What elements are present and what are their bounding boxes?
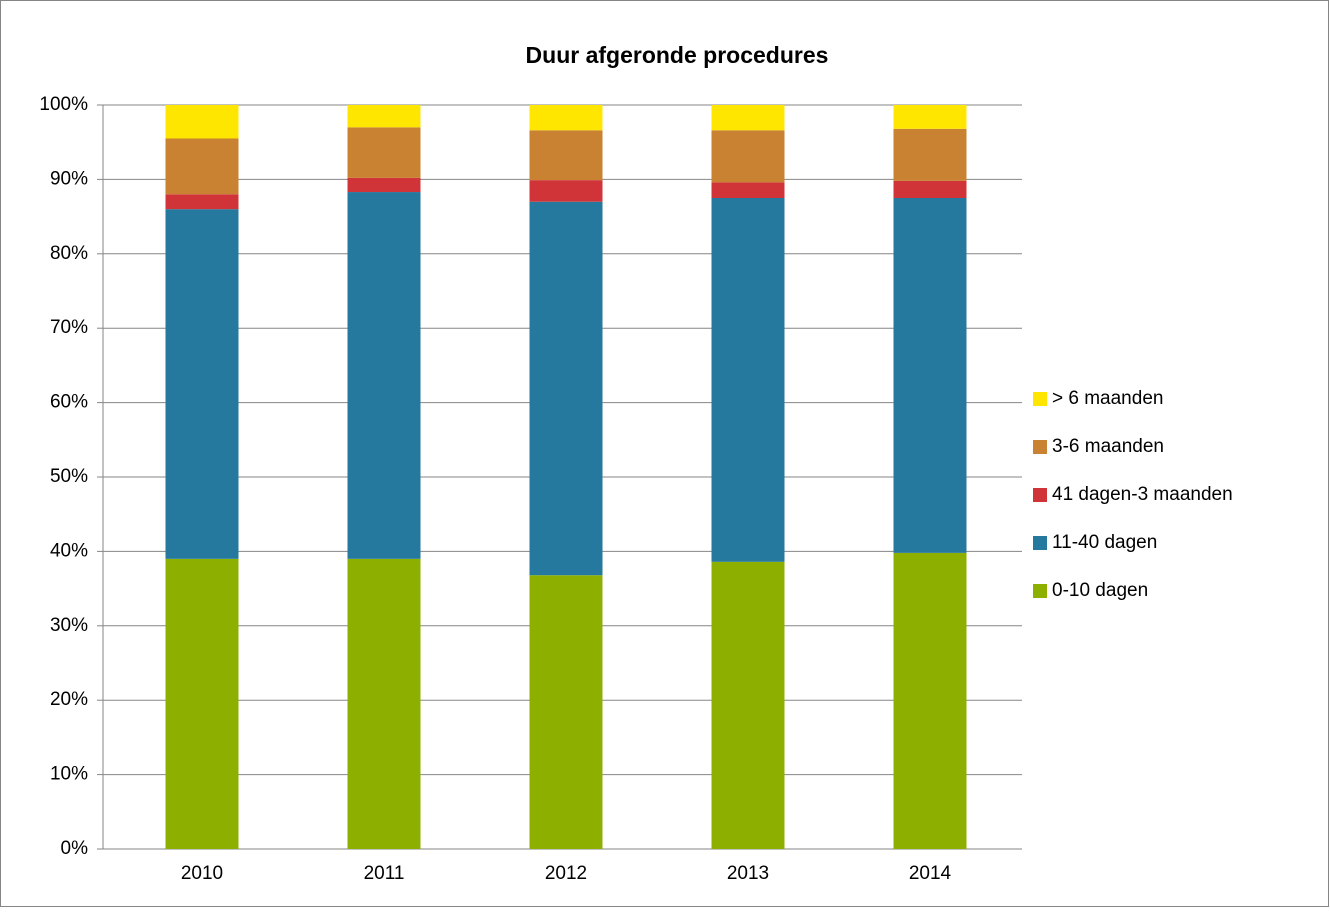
legend-swatch: [1033, 440, 1047, 454]
bar-segment: [347, 558, 421, 849]
bar-segment: [893, 198, 967, 553]
bar-segment: [711, 182, 785, 198]
x-tick-label: 2012: [545, 863, 587, 884]
bar-segment: [165, 209, 239, 559]
y-tick-label: 80%: [50, 243, 88, 264]
legend-swatch: [1033, 392, 1047, 406]
y-tick-label: 20%: [50, 689, 88, 710]
bar-segment: [529, 575, 603, 849]
y-tick-label: 40%: [50, 540, 88, 561]
bar-segment: [347, 192, 421, 559]
y-tick-label: 30%: [50, 615, 88, 636]
bar-segment: [165, 558, 239, 849]
y-tick-label: 70%: [50, 317, 88, 338]
legend-swatch: [1033, 584, 1047, 598]
bar-segment: [529, 201, 603, 576]
bar-segment: [711, 198, 785, 562]
legend-label: 41 dagen-3 maanden: [1052, 484, 1233, 505]
x-tick-label: 2011: [364, 863, 405, 884]
y-tick-label: 10%: [50, 764, 88, 785]
bar-segment: [711, 130, 785, 183]
legend-label: 0-10 dagen: [1052, 580, 1148, 601]
x-tick-label: 2010: [181, 863, 223, 884]
bar-segment: [347, 105, 421, 128]
bar-segment: [165, 194, 239, 210]
bar-segment: [165, 138, 239, 195]
y-tick-label: 50%: [50, 466, 88, 487]
bar-segment: [893, 128, 967, 181]
bar-segment: [347, 127, 421, 178]
legend-label: > 6 maanden: [1052, 388, 1163, 409]
bar-segment: [893, 552, 967, 849]
y-tick-label: 0%: [61, 838, 89, 859]
bar-segment: [893, 105, 967, 129]
x-tick-label: 2013: [727, 863, 769, 884]
bar-segment: [711, 105, 785, 131]
y-tick-label: 100%: [39, 94, 88, 115]
y-tick-label: 60%: [50, 392, 88, 413]
bar-segment: [529, 105, 603, 131]
bar-segment: [529, 180, 603, 202]
legend-swatch: [1033, 488, 1047, 502]
y-tick-label: 90%: [50, 168, 88, 189]
legend-label: 11-40 dagen: [1052, 532, 1157, 553]
chart-title: Duur afgeronde procedures: [526, 42, 829, 68]
bar-segment: [893, 180, 967, 198]
bar-segment: [347, 177, 421, 193]
bar-segment: [165, 105, 239, 139]
legend-swatch: [1033, 536, 1047, 550]
bar-segment: [711, 561, 785, 849]
bar-segment: [529, 130, 603, 181]
legend-label: 3-6 maanden: [1052, 436, 1164, 457]
x-tick-label: 2014: [909, 863, 952, 884]
